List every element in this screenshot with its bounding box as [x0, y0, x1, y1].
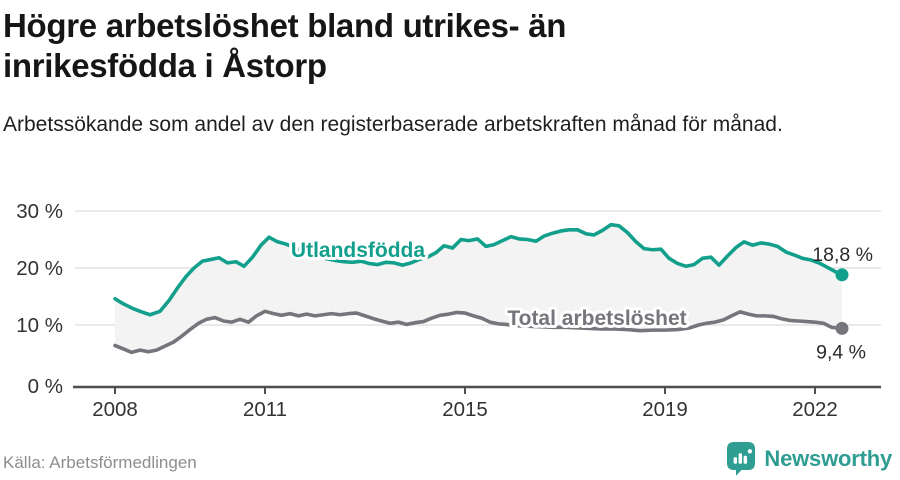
series-line-utlandsfodda: [113, 222, 844, 317]
y-tick-label: 0 %: [28, 375, 63, 398]
chart-title: Högre arbetslöshet bland utrikes- än inr…: [3, 7, 567, 85]
chart-footer: Källa: Arbetsförmedlingen Newsworthy: [3, 442, 892, 476]
series-end-value-label: 18,8 %: [812, 244, 873, 266]
newsworthy-logo-icon: [727, 442, 756, 476]
series-end-value-label: 9,4 %: [816, 341, 866, 363]
series-line-total: [113, 309, 844, 355]
series-end-dot: [835, 321, 849, 335]
x-tick-label: 2008: [92, 398, 138, 421]
series-label: Total arbetslöshet: [507, 307, 686, 330]
x-tick-label: 2015: [442, 398, 488, 421]
x-tick-label: 2011: [243, 398, 287, 421]
x-tick-label: 2022: [792, 398, 838, 421]
y-tick-label: 10 %: [16, 314, 63, 337]
y-tick-label: 30 %: [16, 200, 63, 223]
newsworthy-logo: Newsworthy: [727, 442, 892, 476]
source-note: Källa: Arbetsförmedlingen: [3, 453, 197, 472]
series-label: Utlandsfödda: [291, 239, 425, 262]
newsworthy-logo-text: Newsworthy: [764, 446, 892, 471]
x-tick-label: 2019: [642, 398, 688, 421]
series-end-dot: [835, 268, 849, 282]
y-tick-label: 20 %: [16, 257, 63, 280]
series-area-fill: [115, 224, 842, 353]
line-chart: 2008 2011 2015 2019 2022 0 % 10 % 20 % 30 % Utlan…: [16, 200, 881, 421]
chart-subtitle: Arbetssökande som andel av den registerb…: [3, 112, 783, 136]
